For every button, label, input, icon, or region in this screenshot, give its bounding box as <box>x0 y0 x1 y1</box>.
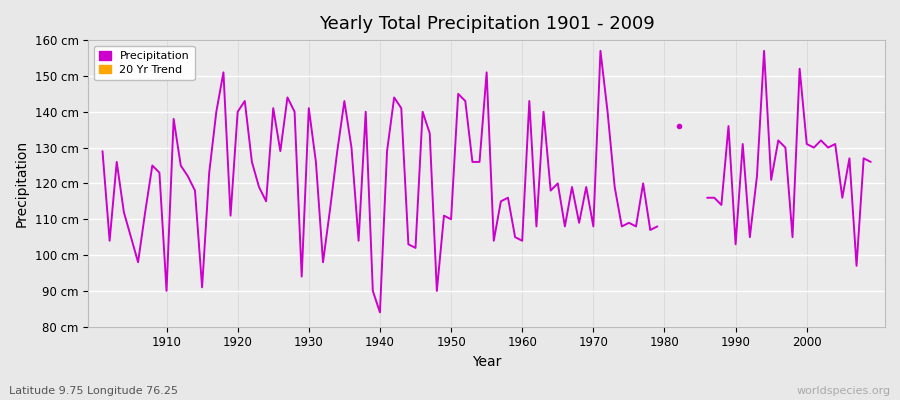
Y-axis label: Precipitation: Precipitation <box>15 140 29 227</box>
Legend: Precipitation, 20 Yr Trend: Precipitation, 20 Yr Trend <box>94 46 194 80</box>
X-axis label: Year: Year <box>472 355 501 369</box>
Title: Yearly Total Precipitation 1901 - 2009: Yearly Total Precipitation 1901 - 2009 <box>319 15 654 33</box>
Text: worldspecies.org: worldspecies.org <box>796 386 891 396</box>
Text: Latitude 9.75 Longitude 76.25: Latitude 9.75 Longitude 76.25 <box>9 386 178 396</box>
